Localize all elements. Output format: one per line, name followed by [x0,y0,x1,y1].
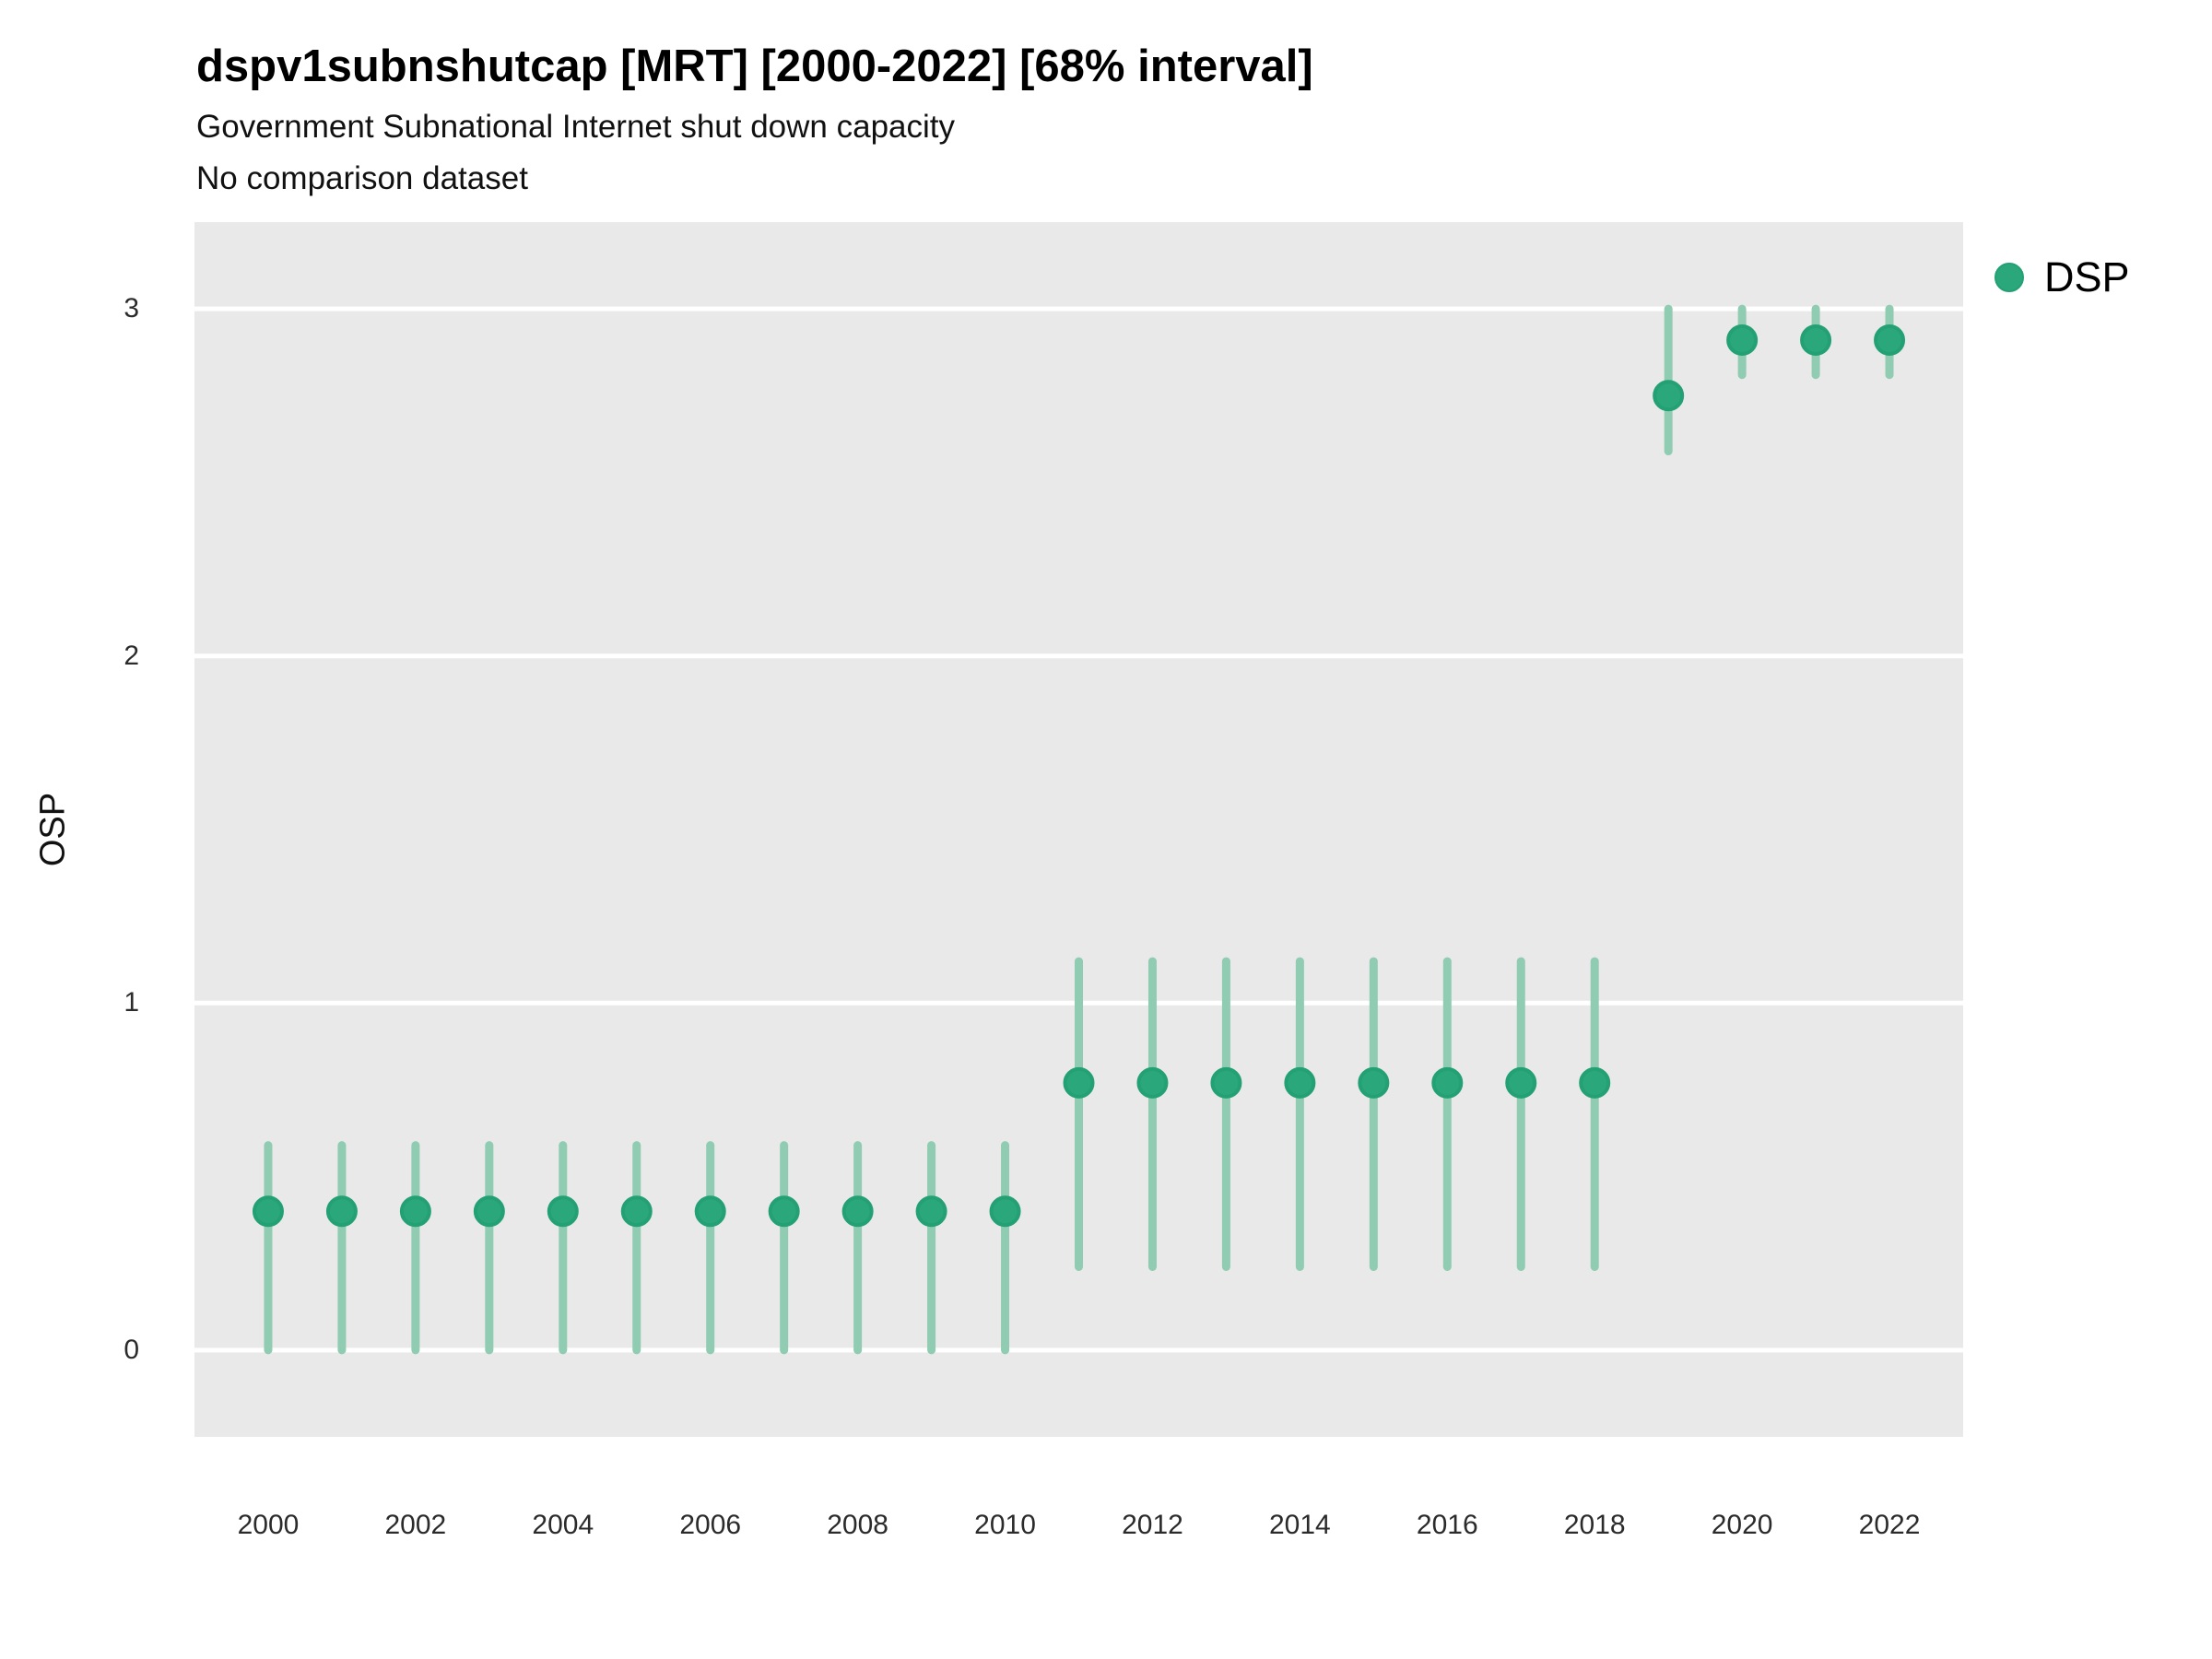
point-2020 [1726,324,1759,357]
point-2018 [1579,1066,1611,1099]
point-2007 [768,1195,800,1228]
x-tick-label-2004: 2004 [532,1510,594,1540]
x-tick-label-2000: 2000 [237,1510,300,1540]
point-2022 [1874,324,1906,357]
point-2000 [252,1195,284,1228]
chart-title: dspv1subnshutcap [MRT] [2000-2022] [68% … [196,41,1313,91]
legend: DSP [1994,253,2197,301]
point-2010 [989,1195,1021,1228]
x-tick-label-2020: 2020 [1711,1510,1773,1540]
x-tick-label-2018: 2018 [1563,1510,1626,1540]
point-2021 [1800,324,1832,357]
x-tick-label-2014: 2014 [1269,1510,1331,1540]
point-2013 [1210,1066,1242,1099]
point-2017 [1505,1066,1537,1099]
point-2001 [325,1195,358,1228]
y-axis-title: OSP [33,792,73,867]
legend-label: DSP [2044,253,2130,300]
x-tick-label-2010: 2010 [974,1510,1036,1540]
y-tick-label-2: 2 [124,640,139,671]
chart-subtitle: Government Subnational Internet shut dow… [196,109,955,145]
point-2006 [694,1195,726,1228]
point-2003 [473,1195,505,1228]
x-tick-label-2008: 2008 [827,1510,888,1540]
point-2015 [1358,1066,1390,1099]
x-tick-label-2002: 2002 [384,1510,447,1540]
point-2002 [399,1195,431,1228]
plot-panel [194,222,1963,1437]
x-tick-label-2012: 2012 [1122,1510,1183,1540]
point-2016 [1431,1066,1464,1099]
point-2019 [1653,380,1685,412]
point-2009 [915,1195,947,1228]
x-tick-label-2006: 2006 [679,1510,742,1540]
point-2004 [547,1195,579,1228]
point-2005 [620,1195,653,1228]
y-tick-label-1: 1 [124,987,139,1018]
point-2014 [1284,1066,1316,1099]
x-tick-label-2016: 2016 [1416,1510,1478,1540]
x-tick-label-2022: 2022 [1858,1510,1921,1540]
point-2008 [841,1195,874,1228]
point-2011 [1063,1066,1095,1099]
chart-note: No comparison dataset [196,160,528,196]
y-tick-label-0: 0 [124,1334,139,1365]
y-tick-label-3: 3 [124,293,139,324]
pointrange-plot [194,304,1963,1355]
legend-key-dot-icon [1994,263,2024,292]
point-2012 [1136,1066,1169,1099]
